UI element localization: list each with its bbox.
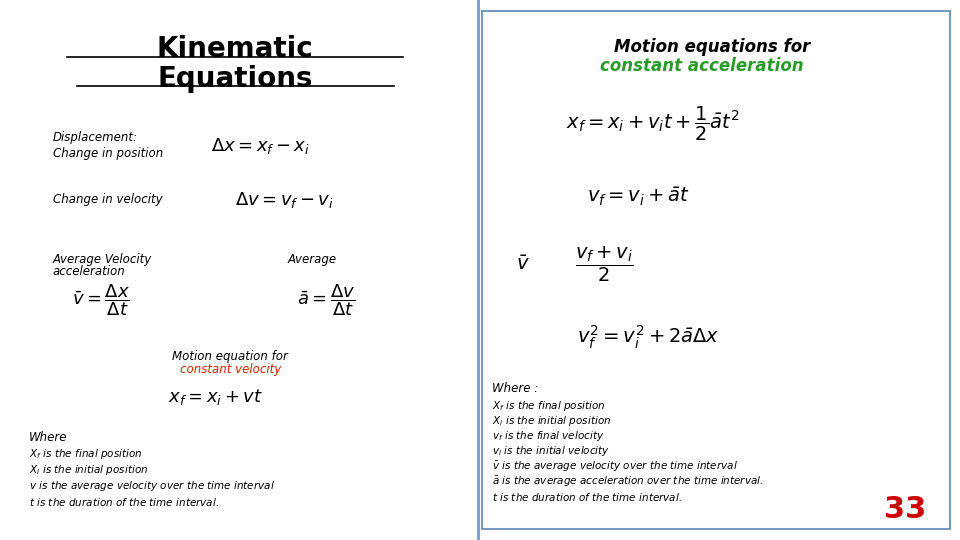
Text: constant velocity: constant velocity [180,363,281,376]
Text: Motion equation for: Motion equation for [173,350,288,363]
Text: Kinematic: Kinematic [156,35,314,63]
Text: $\dfrac{v_f + v_i}{2}$: $\dfrac{v_f + v_i}{2}$ [575,245,635,284]
Text: $\bar{a} = \dfrac{\Delta v}{\Delta t}$: $\bar{a} = \dfrac{\Delta v}{\Delta t}$ [298,282,355,318]
Text: $x_f = x_i + vt$: $x_f = x_i + vt$ [168,387,264,407]
Text: $X_i$ is the initial position: $X_i$ is the initial position [29,463,148,477]
Text: $X_f$ is the final position: $X_f$ is the final position [29,447,142,461]
Text: $X_f$ is the final position: $X_f$ is the final position [492,399,605,413]
Text: Motion equations for: Motion equations for [614,38,811,56]
Text: $\bar{v}$: $\bar{v}$ [516,255,530,274]
Text: acceleration: acceleration [53,265,126,278]
Text: $\Delta v = v_f - v_i$: $\Delta v = v_f - v_i$ [235,190,334,210]
Text: Where: Where [29,431,67,444]
Text: Change in velocity: Change in velocity [53,193,162,206]
Text: Change in position: Change in position [53,147,163,160]
Text: Average: Average [288,253,337,266]
Text: $v_f^2 = v_i^2 + 2\bar{a}\Delta x$: $v_f^2 = v_i^2 + 2\bar{a}\Delta x$ [577,324,719,351]
Text: $v_i$ is the initial velocity: $v_i$ is the initial velocity [492,444,610,458]
Text: $v_f = v_i + \bar{a}t$: $v_f = v_i + \bar{a}t$ [587,186,690,208]
Text: $\Delta x = x_f - x_i$: $\Delta x = x_f - x_i$ [211,136,310,156]
Text: Displacement:: Displacement: [53,131,138,144]
Text: Where :: Where : [492,382,538,395]
Text: $t$ is the duration of the time interval.: $t$ is the duration of the time interval… [492,491,682,503]
Text: $X_i$ is the initial position: $X_i$ is the initial position [492,414,611,428]
Text: $\bar{v}$ is the average velocity over the time interval: $\bar{v}$ is the average velocity over t… [492,460,737,474]
Text: $\bar{v} = \dfrac{\Delta x}{\Delta t}$: $\bar{v} = \dfrac{\Delta x}{\Delta t}$ [72,282,130,318]
Text: $\bar{a}$ is the average acceleration over the time interval.: $\bar{a}$ is the average acceleration ov… [492,475,763,489]
Text: Equations: Equations [157,65,313,93]
Text: $v$ is the average velocity over the time interval: $v$ is the average velocity over the tim… [29,479,275,493]
Text: Average Velocity: Average Velocity [53,253,152,266]
Text: 33: 33 [884,495,926,524]
Text: $t$ is the duration of the time interval.: $t$ is the duration of the time interval… [29,496,219,508]
Text: $x_f = x_i + v_i t + \dfrac{1}{2}\bar{a}t^2$: $x_f = x_i + v_i t + \dfrac{1}{2}\bar{a}… [566,105,739,143]
FancyBboxPatch shape [482,11,950,529]
Text: constant acceleration: constant acceleration [600,57,804,75]
Text: $v_f$ is the final velocity: $v_f$ is the final velocity [492,429,604,443]
